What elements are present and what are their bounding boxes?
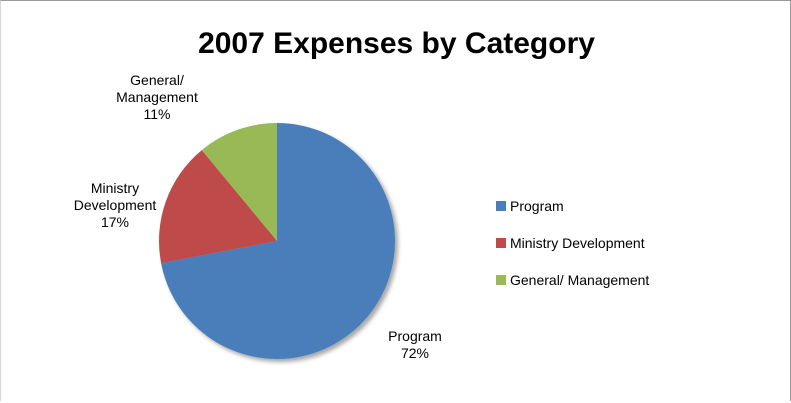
pie-slice-ministry-development [159,150,277,264]
legend-label-general-management: General/ Management [510,272,650,288]
legend-swatch-ministry-development [496,238,506,248]
legend-swatch-general-management [496,275,506,285]
pie-slice-general-management [201,123,277,241]
legend-item-general-management: General/ Management [496,271,649,289]
legend-label-program: Program [510,198,564,214]
legend-item-program: Program [496,197,649,215]
legend-item-ministry-development: Ministry Development [496,234,649,252]
legend: Program Ministry Development General/ Ma… [496,197,649,308]
legend-swatch-program [496,201,506,211]
pie-slices [159,123,396,359]
pie-slice-program [161,123,396,359]
data-label-program: Program 72% [388,328,442,361]
data-label-ministry-development: Ministry Development 17% [74,180,157,230]
chart-title: 2007 Expenses by Category [198,27,595,60]
pie-data-labels: Program 72% Ministry Development 17% General/… [74,72,442,361]
legend-label-ministry-development: Ministry Development [510,235,645,251]
data-label-general-management: General/Management 11% [116,72,198,122]
